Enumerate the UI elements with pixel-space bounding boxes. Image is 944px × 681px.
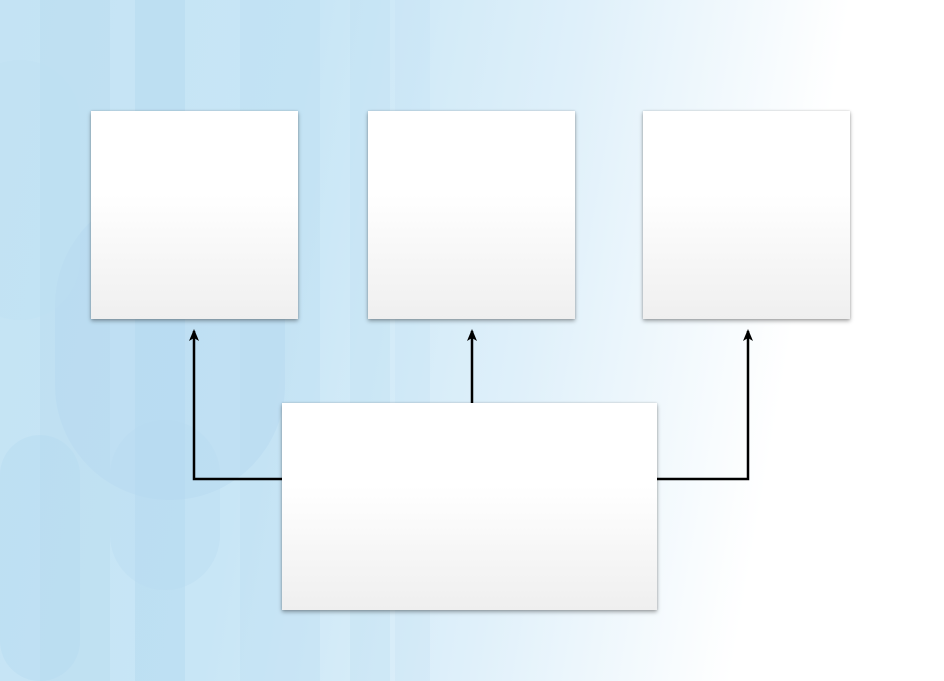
- node-top-center[interactable]: [368, 111, 575, 319]
- connector-bottom-to-top-right: [657, 329, 753, 481]
- node-top-left[interactable]: [91, 111, 298, 319]
- node-bottom[interactable]: [282, 403, 657, 610]
- node-top-right[interactable]: [643, 111, 850, 319]
- connector-bottom-to-top-left: [189, 329, 282, 481]
